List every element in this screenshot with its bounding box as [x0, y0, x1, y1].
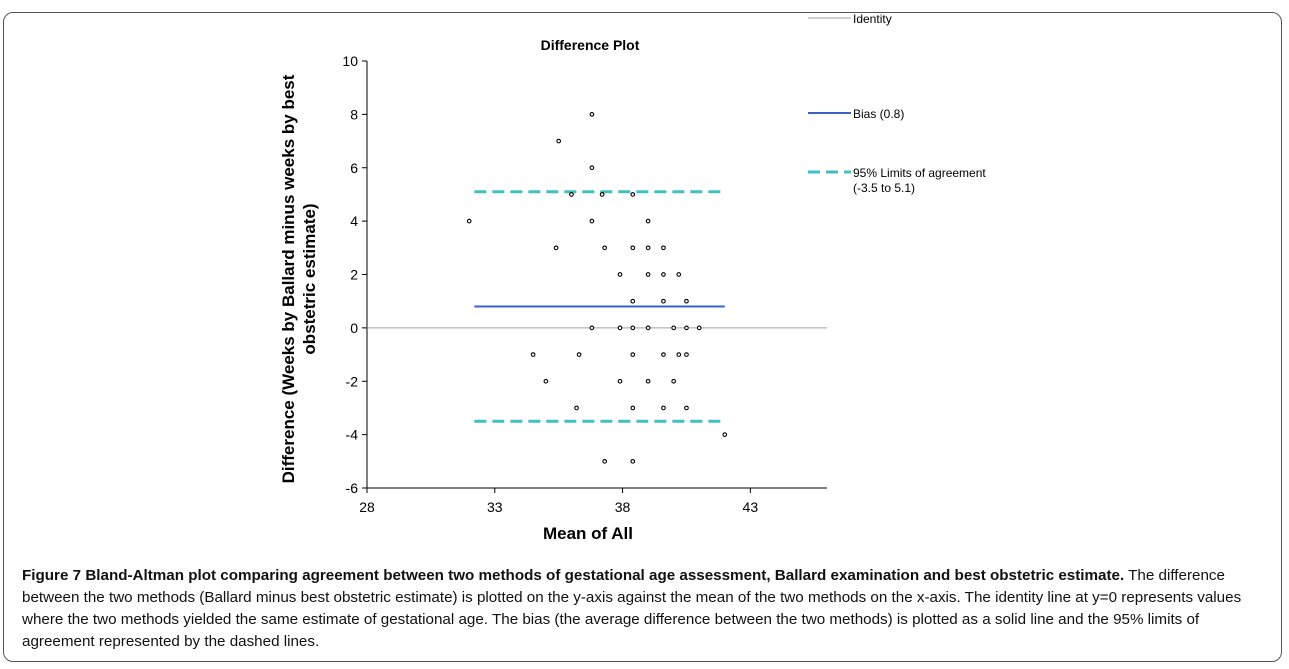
chart-title: Difference Plot	[541, 37, 640, 53]
data-point	[722, 432, 728, 437]
y-tick-label: 2	[350, 267, 358, 283]
data-point	[599, 192, 605, 197]
axes: -6 -4 -2 0 2 4 6 8 10 28 33 38 43	[342, 53, 827, 515]
data-point	[661, 272, 666, 277]
data-point	[661, 245, 666, 251]
data-point	[676, 352, 682, 357]
caption-title: Bland-Altman plot comparing agreement be…	[85, 567, 1125, 584]
data-point	[466, 218, 472, 224]
data-point	[645, 325, 651, 331]
caption-label: Figure 7	[22, 567, 82, 584]
data-point	[676, 272, 682, 277]
difference-plot: -6 -4 -2 0 2 4 6 8 10 28 33 38 43 Difference Plot Me…	[279, 13, 986, 543]
data-point	[661, 298, 666, 304]
data-point	[684, 352, 689, 357]
data-point	[589, 218, 595, 224]
data-point	[630, 458, 636, 464]
y-axis-label-line2: obstetric estimate)	[300, 203, 319, 354]
x-tick-label: 43	[743, 499, 759, 515]
x-tick-label: 33	[487, 499, 503, 515]
y-tick-label: -2	[346, 373, 359, 389]
x-axis-label: Mean of All	[543, 524, 633, 543]
data-point	[630, 298, 636, 304]
data-point	[696, 325, 702, 331]
reference-lines	[367, 190, 827, 423]
data-point	[630, 192, 636, 197]
data-point	[630, 405, 636, 411]
x-tick-label: 38	[615, 499, 631, 515]
data-point	[661, 405, 666, 411]
data-point	[574, 405, 579, 411]
data-point	[630, 325, 636, 331]
y-tick-label: 4	[350, 213, 358, 229]
data-point	[543, 378, 549, 384]
data-point	[617, 325, 623, 331]
data-point	[617, 272, 623, 277]
data-point	[645, 378, 651, 384]
data-point	[576, 352, 582, 357]
data-point	[530, 352, 536, 357]
figure-frame: -6 -4 -2 0 2 4 6 8 10 28 33 38 43 Difference Plot Me…	[3, 12, 1282, 662]
legend-loa-label: 95% Limits of agreement	[853, 166, 986, 180]
data-point	[569, 192, 574, 197]
data-point	[589, 165, 595, 171]
data-point	[602, 245, 608, 251]
data-point	[617, 378, 623, 384]
data-point	[602, 458, 608, 464]
legend-identity-label: Identity	[853, 13, 892, 26]
y-axis-label-line1: Difference (Weeks by Ballard minus weeks…	[279, 74, 298, 483]
data-point	[661, 352, 666, 357]
data-point	[671, 325, 677, 331]
data-point	[589, 112, 595, 117]
data-point	[556, 138, 562, 144]
y-tick-label: -4	[346, 427, 359, 443]
data-point	[553, 245, 559, 251]
data-point	[645, 272, 651, 277]
y-tick-label: 8	[350, 106, 358, 122]
data-point	[630, 352, 636, 357]
data-point	[684, 405, 689, 411]
figure-caption: Figure 7 Bland-Altman plot comparing agr…	[22, 565, 1274, 653]
data-point	[671, 378, 677, 384]
y-tick-label: 0	[350, 320, 358, 336]
y-tick-label: 10	[342, 53, 358, 69]
data-point	[645, 245, 651, 251]
data-points	[466, 112, 728, 464]
legend-bias-label: Bias (0.8)	[853, 107, 904, 121]
data-point	[684, 298, 689, 304]
data-point	[630, 245, 636, 251]
data-point	[645, 218, 651, 224]
caption-body: The difference between the two methods (…	[22, 567, 1242, 650]
legend-loa-range: (-3.5 to 5.1)	[853, 181, 915, 195]
data-point	[684, 325, 689, 331]
legend: Identity Bias (0.8) 95% Limits of agreem…	[808, 13, 986, 195]
y-tick-label: -6	[346, 480, 359, 496]
x-tick-label: 28	[359, 499, 375, 515]
data-point	[589, 325, 595, 331]
y-tick-label: 6	[350, 160, 358, 176]
